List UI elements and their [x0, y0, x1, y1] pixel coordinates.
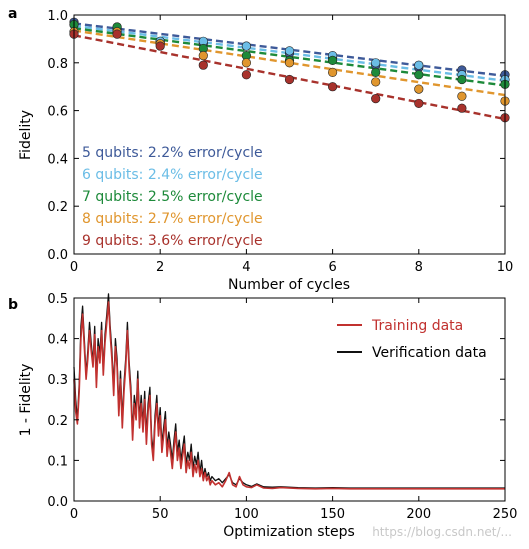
- panel-a-plot-frame: [73, 14, 506, 255]
- panel-b-x-axis-label: Optimization steps: [223, 524, 355, 540]
- legend-label-series-0: Training data: [371, 318, 463, 334]
- panel-b-series-lines: [73, 293, 505, 490]
- data-point-series-1: [241, 41, 251, 51]
- y-tick-label: 0.4: [47, 333, 68, 348]
- data-point-series-1: [414, 60, 424, 70]
- data-point-series-4: [371, 94, 381, 104]
- y-tick-label: 0.0: [47, 248, 68, 263]
- x-tick-label: 0: [70, 507, 78, 522]
- x-tick-label: 200: [406, 507, 431, 522]
- panel-b-label: b: [8, 297, 18, 313]
- legend-label-series-1: Verification data: [372, 345, 487, 361]
- data-point-series-4: [457, 103, 467, 113]
- watermark-text: https://blog.csdn.net/...: [372, 525, 512, 539]
- panel-a-fit-lines: [73, 22, 506, 121]
- y-tick-label: 1.0: [47, 9, 68, 24]
- legend-entry-series-4: 9 qubits: 3.6% error/cycle: [82, 233, 263, 249]
- data-point-series-4: [112, 29, 122, 39]
- panel-a-y-ticks: 0.0 0.2 0.4 0.6 0.8 1.0: [47, 9, 505, 263]
- x-tick-label: 6: [328, 260, 336, 275]
- data-point-series-3: [414, 84, 424, 94]
- data-point-series-4: [328, 82, 338, 92]
- x-tick-label: 10: [497, 260, 514, 275]
- y-tick-label: 0.5: [47, 292, 68, 307]
- fit-line-series-0: [73, 22, 506, 78]
- data-point-series-4: [414, 98, 424, 109]
- panel-b-legend: Training data Verification data: [337, 318, 487, 361]
- panel-a: a 0 2 4 6 8 10 0.0 0.2 0.4 0.6 0.8 1.0 Number of c…: [8, 6, 513, 293]
- panel-b: b 0 50 100 150 200 250 0.0 0.1 0.2 0.3 0.4 0.5 Opt…: [8, 292, 517, 540]
- panel-a-x-ticks: 0 2 4 6 8 10: [70, 15, 513, 275]
- panel-b-plot-frame: [73, 297, 506, 502]
- data-point-series-3: [198, 51, 208, 61]
- data-point-series-2: [328, 55, 338, 66]
- data-point-series-4: [284, 74, 295, 85]
- data-point-series-4: [241, 70, 251, 80]
- data-point-series-2: [414, 70, 424, 80]
- data-point-series-3: [328, 67, 338, 77]
- panel-a-data-points: [69, 17, 510, 123]
- y-tick-label: 0.1: [47, 454, 68, 469]
- x-tick-label: 8: [415, 260, 423, 275]
- data-point-series-3: [284, 58, 295, 68]
- y-tick-label: 0.2: [47, 200, 68, 215]
- data-point-series-4: [155, 41, 165, 51]
- y-tick-label: 0.0: [47, 495, 68, 510]
- data-point-series-2: [371, 67, 381, 77]
- panel-a-label: a: [8, 6, 17, 22]
- legend-entry-series-2: 7 qubits: 2.5% error/cycle: [82, 189, 263, 205]
- data-point-series-2: [457, 74, 467, 85]
- data-point-series-1: [371, 58, 381, 68]
- panel-a-legend: 5 qubits: 2.2% error/cycle 6 qubits: 2.4%…: [82, 145, 263, 249]
- x-tick-label: 4: [242, 260, 250, 275]
- legend-entry-series-1: 6 qubits: 2.4% error/cycle: [82, 167, 263, 183]
- panel-b-y-axis-label: 1 - Fidelity: [18, 364, 34, 437]
- y-tick-label: 0.8: [47, 57, 68, 72]
- panel-b-y-ticks: 0.0 0.1 0.2 0.3 0.4 0.5: [47, 292, 505, 510]
- x-tick-label: 150: [320, 507, 345, 522]
- fit-line-series-2: [73, 26, 506, 87]
- training-data-line: [73, 301, 505, 490]
- data-point-series-1: [284, 46, 295, 56]
- panel-a-x-axis-label: Number of cycles: [228, 277, 350, 293]
- fit-line-series-3: [73, 29, 506, 97]
- y-tick-label: 0.3: [47, 373, 68, 388]
- y-tick-label: 0.4: [47, 152, 68, 167]
- x-tick-label: 250: [493, 507, 518, 522]
- data-point-series-3: [241, 58, 251, 68]
- fit-line-series-1: [73, 24, 506, 82]
- data-point-series-3: [371, 77, 381, 87]
- y-tick-label: 0.2: [47, 414, 68, 429]
- data-point-series-3: [457, 91, 467, 101]
- fit-line-series-4: [73, 34, 506, 121]
- x-tick-label: 2: [156, 260, 164, 275]
- panel-a-y-axis-label: Fidelity: [18, 110, 34, 160]
- data-point-series-4: [198, 60, 208, 70]
- x-tick-label: 50: [152, 507, 169, 522]
- x-tick-label: 0: [70, 260, 78, 275]
- x-tick-label: 100: [234, 507, 259, 522]
- y-tick-label: 0.6: [47, 105, 68, 120]
- legend-entry-series-0: 5 qubits: 2.2% error/cycle: [82, 145, 263, 161]
- panel-b-x-ticks: 0 50 100 150 200 250: [70, 298, 518, 522]
- legend-entry-series-3: 8 qubits: 2.7% error/cycle: [82, 211, 263, 227]
